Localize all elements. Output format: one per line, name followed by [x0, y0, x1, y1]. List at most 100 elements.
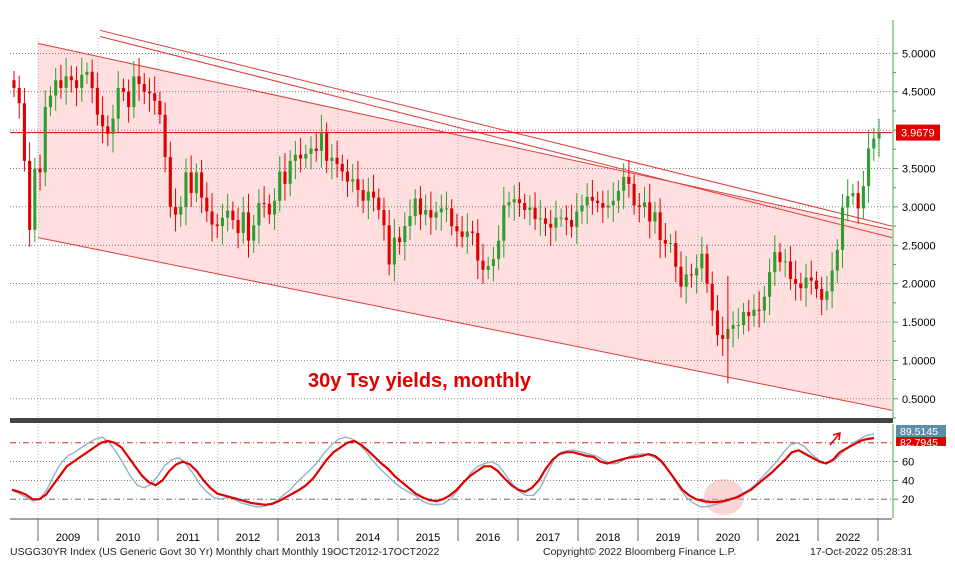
oscillator-fast-badge: [896, 425, 946, 437]
candle-body: [189, 172, 193, 194]
candle-body: [90, 71, 94, 88]
candle-body: [778, 252, 782, 263]
candle-body: [471, 231, 475, 233]
candle-body: [43, 107, 47, 173]
price-axis-label: 3.5000: [902, 164, 936, 176]
candle-body: [861, 186, 865, 209]
candle-body: [267, 203, 271, 215]
trend-line-b: [99, 35, 893, 239]
channel-lower-line: [37, 237, 893, 411]
candle-body: [762, 296, 766, 311]
candle-body: [69, 76, 73, 81]
price-axis: 5.00004.50004.00003.50003.00002.50002.00…: [892, 20, 936, 419]
candle-body: [679, 266, 683, 287]
candle-body: [820, 289, 824, 300]
candle-body: [335, 157, 339, 164]
time-axis-label: 2015: [416, 532, 440, 544]
candle-body: [674, 242, 678, 267]
candle-body: [444, 208, 449, 210]
oscillator-slow-value: 82.7945: [900, 437, 938, 449]
oscillator-slow-badge: [896, 437, 946, 446]
candle-body: [382, 209, 386, 226]
time-axis-label: 2012: [236, 532, 260, 544]
candle-body: [418, 198, 422, 215]
candle-body: [590, 196, 594, 201]
time-axis-label: 2017: [536, 532, 560, 544]
candle-body: [528, 207, 532, 210]
candle-body: [575, 211, 579, 227]
candle-body: [85, 71, 89, 75]
candle-body: [59, 80, 63, 88]
candle-body: [153, 93, 157, 101]
candle-body: [220, 217, 224, 227]
oscillator-gridlines: [10, 424, 892, 518]
candle-body: [517, 199, 522, 204]
candle-body: [351, 179, 355, 182]
candle-body: [752, 309, 756, 316]
candle-body: [366, 191, 370, 201]
highlight-circle: [704, 479, 744, 515]
price-axis-label: 1.5000: [902, 317, 936, 329]
candle-body: [450, 208, 454, 227]
candle-body: [486, 266, 490, 270]
oscillator-axis: 60 40 20: [892, 424, 914, 518]
candle-body: [111, 118, 115, 134]
price-axis-label: 0.5000: [902, 394, 936, 406]
price-panel: 30y Tsy yields, monthly 5.00004.50004.00…: [10, 20, 940, 419]
candle-body: [371, 191, 376, 198]
candle-body: [158, 100, 162, 115]
time-axis-label: 2010: [116, 532, 140, 544]
footer-timestamp: 17-Oct-2022 05:28:31: [810, 546, 913, 558]
candlesticks: [12, 57, 881, 384]
candle-body: [809, 277, 813, 281]
candle-body: [361, 190, 365, 201]
last-value-badge: [896, 124, 940, 141]
candle-body: [773, 252, 777, 273]
candle-body: [684, 274, 688, 287]
time-axis-label: 2020: [716, 532, 740, 544]
candle-body: [788, 261, 792, 280]
candle-body: [231, 210, 235, 220]
candle-body: [856, 193, 860, 209]
candle-body: [434, 212, 438, 218]
candle-body: [215, 224, 219, 227]
candle-body: [705, 253, 709, 284]
candle-body: [168, 156, 172, 207]
candle-body: [611, 200, 615, 206]
arrow-up-icon: [829, 431, 841, 446]
price-axis-label: 3.0000: [902, 202, 936, 214]
candle-body: [872, 138, 876, 149]
time-axis-label: 2009: [56, 532, 80, 544]
price-gridlines: [10, 38, 892, 418]
candle-body: [179, 206, 183, 215]
candle-body: [194, 172, 198, 194]
candle-body: [252, 225, 256, 241]
candle-body: [523, 203, 527, 210]
candle-body: [33, 168, 37, 230]
candle-body: [700, 253, 704, 269]
candle-body: [116, 87, 120, 119]
candle-body: [413, 198, 417, 217]
candle-body: [549, 223, 553, 228]
time-axis-label: 2021: [776, 532, 800, 544]
candle-body: [387, 225, 391, 265]
candle-body: [356, 179, 360, 190]
candle-body: [601, 203, 605, 208]
candle-body: [622, 176, 626, 191]
candle-body: [736, 325, 740, 327]
candle-body: [768, 272, 772, 297]
candle-body: [142, 84, 146, 92]
candle-body: [226, 210, 230, 218]
candle-body: [246, 212, 251, 241]
candle-body: [616, 190, 621, 201]
time-axis-label: 2014: [356, 532, 380, 544]
candle-body: [491, 259, 495, 266]
candle-body: [512, 199, 516, 203]
time-axis-label: 2011: [176, 532, 200, 544]
candle-body: [554, 217, 558, 228]
candle-body: [64, 76, 68, 88]
candle-body: [200, 172, 204, 198]
candle-body: [429, 209, 433, 218]
candle-body: [439, 208, 443, 213]
